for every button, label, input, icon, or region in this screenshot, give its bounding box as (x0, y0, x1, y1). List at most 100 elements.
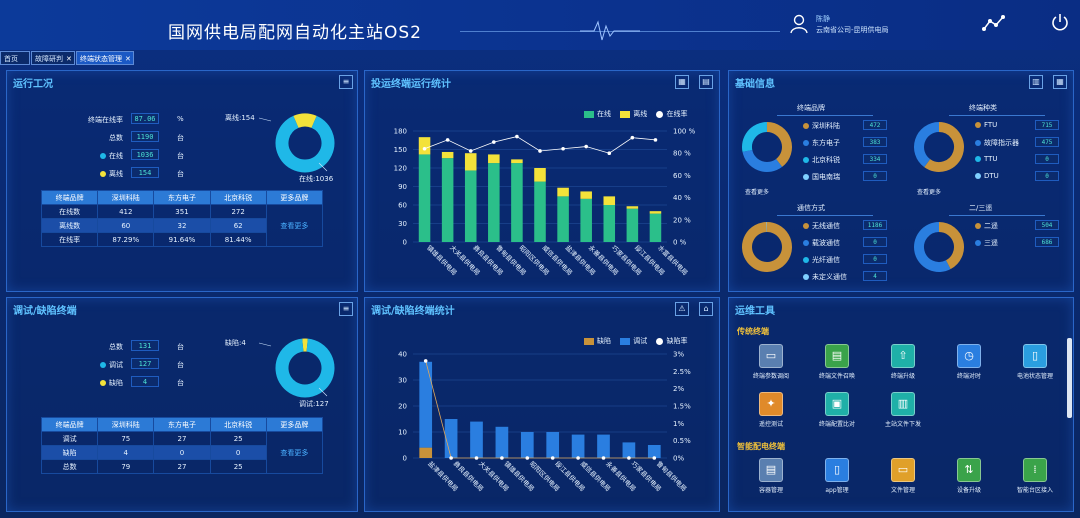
tool-item[interactable]: ✦ 遥控测试 (741, 392, 801, 428)
donut-slice (275, 338, 335, 398)
y-tick-label: 20 (398, 403, 407, 411)
legend-dot (975, 223, 981, 229)
table-header-row: 终端品牌 深圳科陆 东方电子 北京科锐 更多品牌 (40, 190, 324, 205)
info-item-label: TTU (975, 155, 998, 163)
view-more-link[interactable]: 查看更多 (745, 189, 770, 196)
info-item-label: 未定义通信 (803, 272, 847, 282)
tool-item[interactable]: ▯ app管理 (807, 458, 867, 494)
info-section-title: 终端品牌 (797, 104, 825, 112)
panel-run-status: 运行工况 ≡ 终端在线率 87.06% 总数 1190 台在线 1036 台离线 154 台 离… (6, 70, 358, 292)
donut-slice (742, 149, 783, 172)
table-cell: 32 (153, 218, 211, 233)
view-more-link[interactable]: 查看更多 (917, 189, 942, 196)
tool-label: 电池状态管理 (1016, 373, 1053, 380)
warning-icon[interactable]: ⚠ (675, 302, 689, 316)
panel-debug-defect: 调试/缺陷终端 ≡ 总数 131 台调试 127 台缺陷 4 台 缺陷:4 调试:127 终端… (6, 297, 358, 512)
stat-label-text: 总数 (109, 343, 123, 351)
info-item-value: 1186 (863, 220, 887, 230)
tool-item[interactable]: ▤ 终端文件召唤 (807, 344, 867, 380)
y-tick-label: 0 (403, 239, 407, 247)
bar-segment (444, 419, 458, 458)
tab-fault[interactable]: 故障研判 ✕ (31, 51, 75, 65)
bar-segment (580, 198, 592, 242)
bar-segment (419, 361, 433, 448)
rate-point (550, 456, 555, 460)
tool-item[interactable]: ▭ 文件管理 (873, 458, 933, 494)
donut-slice (275, 115, 335, 173)
close-icon[interactable]: ✕ (66, 55, 72, 63)
table-row: 总数 79 27 25 (40, 459, 323, 474)
grid-icon[interactable]: ▦ (675, 75, 689, 89)
tool-item[interactable]: ⇅ 设备升级 (939, 458, 999, 494)
info-item-value: 715 (1035, 120, 1059, 130)
rate-point (653, 138, 658, 142)
view-more-link[interactable]: 查看更多 (280, 221, 309, 230)
bar-segment (603, 205, 616, 242)
tool-label: 遥控测试 (758, 421, 783, 428)
donut-slice (924, 122, 964, 172)
tab-home[interactable]: 首页 (0, 51, 30, 65)
table-cell: 0 (153, 445, 211, 460)
donut-label-large: 调试:127 (299, 399, 329, 408)
tab-label: 首页 (4, 55, 18, 63)
power-icon[interactable] (1050, 12, 1070, 32)
tool-item[interactable]: ⁞ 智能台区接入 (1005, 458, 1065, 494)
tool-label: 容器管理 (758, 487, 783, 494)
stat-value: 1190 (131, 131, 159, 142)
section-underline (777, 115, 873, 116)
y-tick-label: 0 (403, 455, 407, 463)
rate-point (627, 456, 631, 460)
table-cell: 75 (97, 431, 155, 446)
tool-item[interactable]: ◷ 终端对时 (939, 344, 999, 380)
user-info[interactable]: 陈静 云南省公司-昆明供电局 (790, 14, 889, 36)
legend-offline: 离线 (633, 110, 648, 118)
leader-line (258, 342, 272, 347)
stat-label: 调试 (47, 360, 123, 370)
panel-title: 投运终端运行统计 (371, 79, 451, 90)
donut-slice (766, 122, 792, 167)
info-item-name: 载波通信 (812, 239, 840, 247)
section-underline (777, 215, 873, 216)
legend-dot (803, 174, 809, 180)
leader-line (318, 162, 328, 172)
legend-dot (803, 257, 809, 263)
info-item-value: 4 (863, 271, 887, 281)
tool-label: 终端文件召唤 (818, 373, 855, 380)
list-icon[interactable]: ≡ (339, 75, 353, 89)
tool-icon: ◷ (957, 344, 981, 368)
row-name: 在线数 (40, 204, 99, 219)
stat-label-text: 终端在线率 (88, 116, 123, 124)
tool-item[interactable]: ⇧ 终端升级 (873, 344, 933, 380)
y2-tick-label: 0% (673, 455, 684, 463)
network-icon[interactable] (982, 14, 1006, 32)
chart-icon[interactable]: ▥ (1029, 75, 1043, 89)
info-item-value: 686 (1035, 237, 1059, 247)
table-cell: 25 (209, 459, 267, 474)
tool-icon: ✦ (759, 392, 783, 416)
tab-terminal-status[interactable]: 终端状态管理 ✕ (76, 51, 134, 65)
scrollbar[interactable] (1067, 338, 1072, 418)
stat-label-text: 离线 (109, 170, 123, 178)
panel-basic-info: 基础信息 ▥ ▦ 终端品牌 深圳科陆 472 东方电子 383 北京科锐 334 国电南瑞 0 查… (728, 70, 1074, 292)
tool-item[interactable]: ▥ 主站文件下发 (873, 392, 933, 428)
user-icon (790, 14, 808, 34)
tool-item[interactable]: ▯ 电池状态管理 (1005, 344, 1065, 380)
tool-item[interactable]: ▣ 终端配置比对 (807, 392, 867, 428)
table-icon[interactable]: ▦ (1053, 75, 1067, 89)
section-underline (949, 215, 1045, 216)
home-icon[interactable]: ⌂ (699, 302, 713, 316)
y2-tick-label: 0.5% (673, 437, 691, 445)
user-org: 云南省公司-昆明供电局 (816, 26, 889, 34)
document-icon[interactable]: ▤ (699, 75, 713, 89)
debug-chart-legend: 缺陷 调试 缺陷率 (577, 336, 687, 346)
view-more-link[interactable]: 查看更多 (280, 448, 309, 457)
tool-item[interactable]: ▭ 终端参数调阅 (741, 344, 801, 380)
close-icon[interactable]: ✕ (125, 55, 131, 63)
list-icon[interactable]: ≡ (339, 302, 353, 316)
tool-item[interactable]: ▤ 容器管理 (741, 458, 801, 494)
stat-value: 87.06 (131, 113, 159, 124)
bar-segment (626, 208, 639, 242)
tool-icon: ▥ (891, 392, 915, 416)
stat-value: 154 (131, 167, 159, 178)
donut-label-large: 在线:1036 (299, 174, 334, 183)
